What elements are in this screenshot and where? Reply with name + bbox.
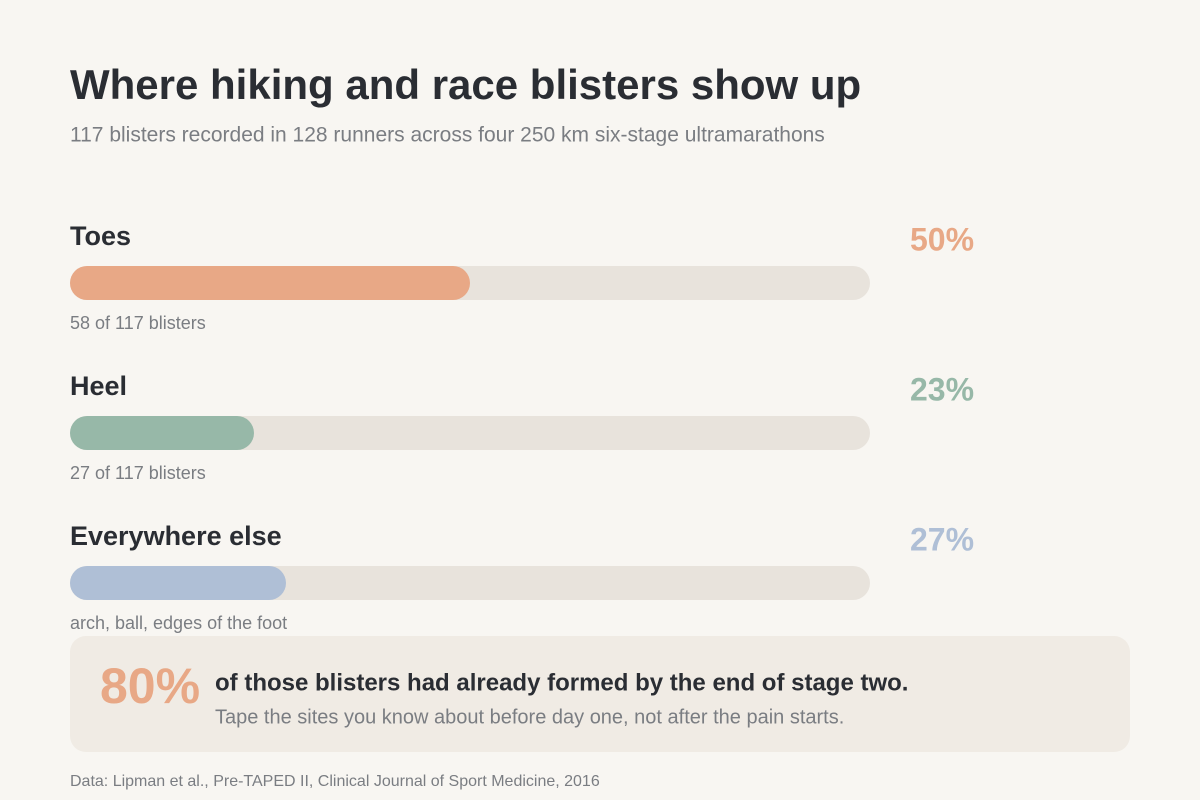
- bar-note: 58 of 117 blisters: [70, 313, 206, 333]
- bar-note: arch, ball, edges of the foot: [70, 613, 287, 633]
- callout-box: [70, 636, 1130, 752]
- bar: [70, 566, 286, 600]
- source: Data: Lipman et al., Pre-TAPED II, Clini…: [70, 773, 600, 790]
- chart-subtitle: 117 blisters recorded in 128 runners acr…: [70, 124, 825, 147]
- bar-note: 27 of 117 blisters: [70, 463, 206, 483]
- chart-title: Where hiking and race blisters show up: [70, 61, 861, 108]
- category-label: Heel: [70, 371, 127, 401]
- category-label: Everywhere else: [70, 521, 282, 551]
- value-label: 50%: [910, 221, 974, 257]
- value-label: 27%: [910, 521, 974, 557]
- callout-headline: of those blisters had already formed by …: [215, 669, 908, 696]
- callout-text: Tape the sites you know about before day…: [215, 706, 844, 728]
- bar: [70, 416, 254, 450]
- callout-figure: 80%: [100, 658, 200, 714]
- value-label: 23%: [910, 371, 974, 407]
- rows: Toes 50% 58 of 117 blisters Heel 23% 27 of 11…: [70, 221, 974, 633]
- category-label: Toes: [70, 221, 131, 251]
- bar-track: [70, 416, 870, 450]
- bar: [70, 266, 470, 300]
